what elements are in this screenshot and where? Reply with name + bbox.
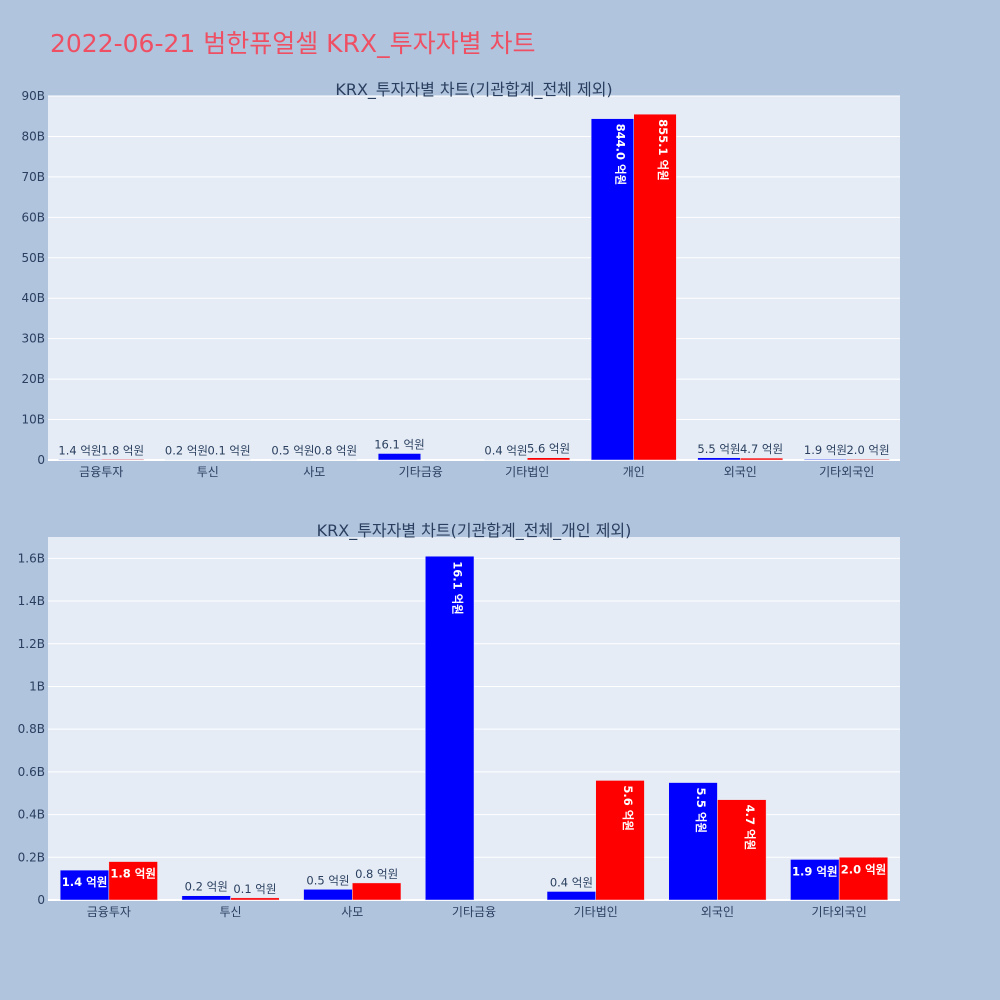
y-tick-label: 20B bbox=[21, 372, 45, 386]
data-label: 0.4 억원 bbox=[550, 875, 593, 889]
plot-background bbox=[48, 96, 900, 460]
data-label: 2.0 억원 bbox=[841, 862, 887, 876]
data-label: 0.8 억원 bbox=[355, 867, 398, 881]
y-tick-label: 0.6B bbox=[18, 765, 45, 779]
data-label: 0.2 억원 bbox=[185, 880, 228, 894]
y-tick-label: 0 bbox=[37, 893, 45, 907]
x-tick-label: 기타법인 bbox=[505, 465, 549, 479]
bar bbox=[717, 799, 767, 901]
bar bbox=[314, 459, 358, 461]
y-tick-label: 70B bbox=[21, 170, 45, 184]
y-tick-label: 0.8B bbox=[18, 722, 45, 736]
bar bbox=[207, 459, 251, 461]
bar bbox=[271, 459, 315, 461]
data-label: 1.4 억원 bbox=[62, 875, 108, 889]
bar bbox=[546, 891, 596, 901]
x-tick-label: 금융투자 bbox=[87, 905, 131, 919]
bar bbox=[590, 118, 635, 461]
bar bbox=[377, 453, 421, 461]
x-tick-label: 사모 bbox=[303, 465, 325, 479]
data-label: 0.2 억원 bbox=[165, 444, 208, 458]
bar bbox=[790, 859, 840, 901]
chart-bottom: 0 0.2B 0.4B 0.6B 0.8B 1B 1.2B 1.4B 1.6B KRX_투자자별 … bbox=[18, 521, 900, 919]
y-tick-label: 0.4B bbox=[18, 808, 45, 822]
x-tick-label: 외국인 bbox=[724, 465, 757, 479]
data-label: 2.0 억원 bbox=[846, 443, 889, 457]
bar bbox=[846, 458, 890, 461]
bar bbox=[425, 555, 475, 901]
data-label: 1.9 억원 bbox=[804, 443, 847, 457]
chart-title: KRX_투자자별 차트(기관합계_전체 제외) bbox=[335, 80, 612, 100]
bar bbox=[484, 459, 528, 461]
bar bbox=[58, 459, 102, 461]
x-tick-label: 금융투자 bbox=[79, 465, 123, 479]
y-tick-label: 1B bbox=[29, 679, 45, 693]
x-tick-label: 사모 bbox=[341, 905, 363, 919]
y-tick-label: 0.2B bbox=[18, 850, 45, 864]
x-tick-label: 외국인 bbox=[701, 905, 734, 919]
data-label: 0.1 억원 bbox=[233, 882, 276, 896]
y-tick-label: 40B bbox=[21, 291, 45, 305]
data-label: 5.5 억원 bbox=[697, 442, 740, 456]
data-label: 5.6 억원 bbox=[527, 442, 570, 456]
data-label: 5.6 억원 bbox=[621, 785, 635, 831]
data-label: 855.1 억원 bbox=[656, 119, 670, 181]
data-label: 0.8 억원 bbox=[314, 444, 357, 458]
data-label: 0.4 억원 bbox=[484, 444, 527, 458]
bar bbox=[668, 782, 718, 901]
data-label: 844.0 억원 bbox=[613, 124, 627, 186]
data-label: 4.7 억원 bbox=[743, 805, 757, 851]
y-tick-label: 60B bbox=[21, 210, 45, 224]
y-tick-label: 0 bbox=[37, 453, 45, 467]
data-label: 1.4 억원 bbox=[58, 443, 101, 457]
y-tick-label: 1.6B bbox=[18, 551, 45, 565]
data-label: 0.1 억원 bbox=[207, 444, 250, 458]
y-tick-label: 80B bbox=[21, 129, 45, 143]
x-tick-label: 투신 bbox=[220, 905, 242, 919]
data-label: 0.5 억원 bbox=[306, 873, 349, 887]
data-label: 1.8 억원 bbox=[101, 443, 144, 457]
x-tick-label: 개인 bbox=[623, 465, 645, 479]
data-label: 1.9 억원 bbox=[792, 864, 838, 878]
bar bbox=[101, 459, 145, 461]
x-tick-label: 기타금융 bbox=[452, 905, 496, 919]
data-label: 0.5 억원 bbox=[271, 444, 314, 458]
x-tick-label: 투신 bbox=[197, 465, 219, 479]
bar bbox=[230, 897, 280, 901]
bar bbox=[633, 113, 677, 461]
y-tick-label: 50B bbox=[21, 251, 45, 265]
data-label: 4.7 억원 bbox=[740, 442, 783, 456]
x-tick-label: 기타외국인 bbox=[819, 465, 874, 479]
y-tick-label: 1.2B bbox=[18, 637, 45, 651]
bar bbox=[803, 458, 848, 461]
chart-title: KRX_투자자별 차트(기관합계_전체_개인 제외) bbox=[317, 521, 632, 541]
bar bbox=[838, 857, 889, 901]
bar bbox=[164, 459, 208, 461]
data-label: 5.5 억원 bbox=[694, 788, 708, 834]
data-label: 1.8 억원 bbox=[110, 867, 156, 881]
data-label: 16.1 억원 bbox=[374, 437, 424, 451]
bar bbox=[697, 457, 741, 461]
bar bbox=[740, 457, 784, 461]
x-tick-label: 기타법인 bbox=[574, 905, 618, 919]
y-tick-label: 30B bbox=[21, 332, 45, 346]
bar bbox=[527, 457, 571, 461]
page-title: 2022-06-21 범한퓨얼셀 KRX_투자자별 차트 bbox=[50, 29, 536, 58]
bar bbox=[59, 869, 110, 901]
data-label: 16.1 억원 bbox=[451, 561, 465, 615]
bar bbox=[595, 780, 645, 901]
x-tick-label: 기타금융 bbox=[399, 465, 443, 479]
bar bbox=[352, 882, 402, 901]
bar bbox=[108, 861, 158, 901]
y-tick-label: 90B bbox=[21, 89, 45, 103]
y-tick-label: 1.4B bbox=[18, 594, 45, 608]
chart-top: 0 10B 20B 30B 40B 50B 60B 70B 80B 90B KRX_투자자별 차트(… bbox=[21, 80, 900, 479]
bar bbox=[181, 895, 231, 901]
bar bbox=[303, 889, 353, 901]
x-tick-label: 기타외국인 bbox=[812, 905, 867, 919]
y-tick-label: 10B bbox=[21, 413, 45, 427]
